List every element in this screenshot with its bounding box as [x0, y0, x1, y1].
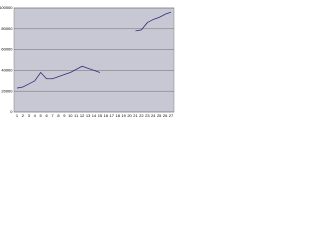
y-tick-label: 60000: [1, 47, 13, 52]
x-tick-label: 7: [51, 113, 54, 118]
x-tick-label: 21: [133, 113, 138, 118]
x-tick-label: 15: [98, 113, 103, 118]
x-tick-label: 23: [145, 113, 150, 118]
x-tick-label: 16: [104, 113, 109, 118]
x-tick-label: 11: [74, 113, 79, 118]
y-tick-label: 80000: [1, 26, 13, 31]
y-tick-label: 20000: [1, 88, 13, 93]
x-tick-label: 27: [169, 113, 174, 118]
x-tick-label: 19: [121, 113, 126, 118]
x-tick-label: 12: [80, 113, 85, 118]
plot-area: [13, 7, 175, 113]
x-tick-label: 6: [45, 113, 48, 118]
x-tick-label: 13: [86, 113, 91, 118]
x-tick-label: 24: [151, 113, 156, 118]
x-tick-label: 10: [68, 113, 73, 118]
x-tick-label: 5: [40, 113, 43, 118]
y-tick-label: 0: [10, 109, 13, 114]
x-tick-label: 9: [63, 113, 66, 118]
x-tick-label: 20: [127, 113, 132, 118]
x-tick-label: 22: [139, 113, 144, 118]
x-tick-label: 3: [28, 113, 31, 118]
x-tick-label: 26: [163, 113, 168, 118]
x-tick-label: 2: [22, 113, 25, 118]
x-tick-label: 25: [157, 113, 162, 118]
y-tick-label: 100000: [0, 5, 13, 10]
x-tick-label: 17: [110, 113, 115, 118]
x-tick-label: 8: [57, 113, 60, 118]
x-tick-label: 1: [16, 113, 19, 118]
x-tick-label: 4: [34, 113, 37, 118]
x-tick-label: 14: [92, 113, 97, 118]
x-tick-label: 18: [115, 113, 120, 118]
line: [16, 11, 172, 89]
y-tick-label: 40000: [1, 67, 13, 72]
